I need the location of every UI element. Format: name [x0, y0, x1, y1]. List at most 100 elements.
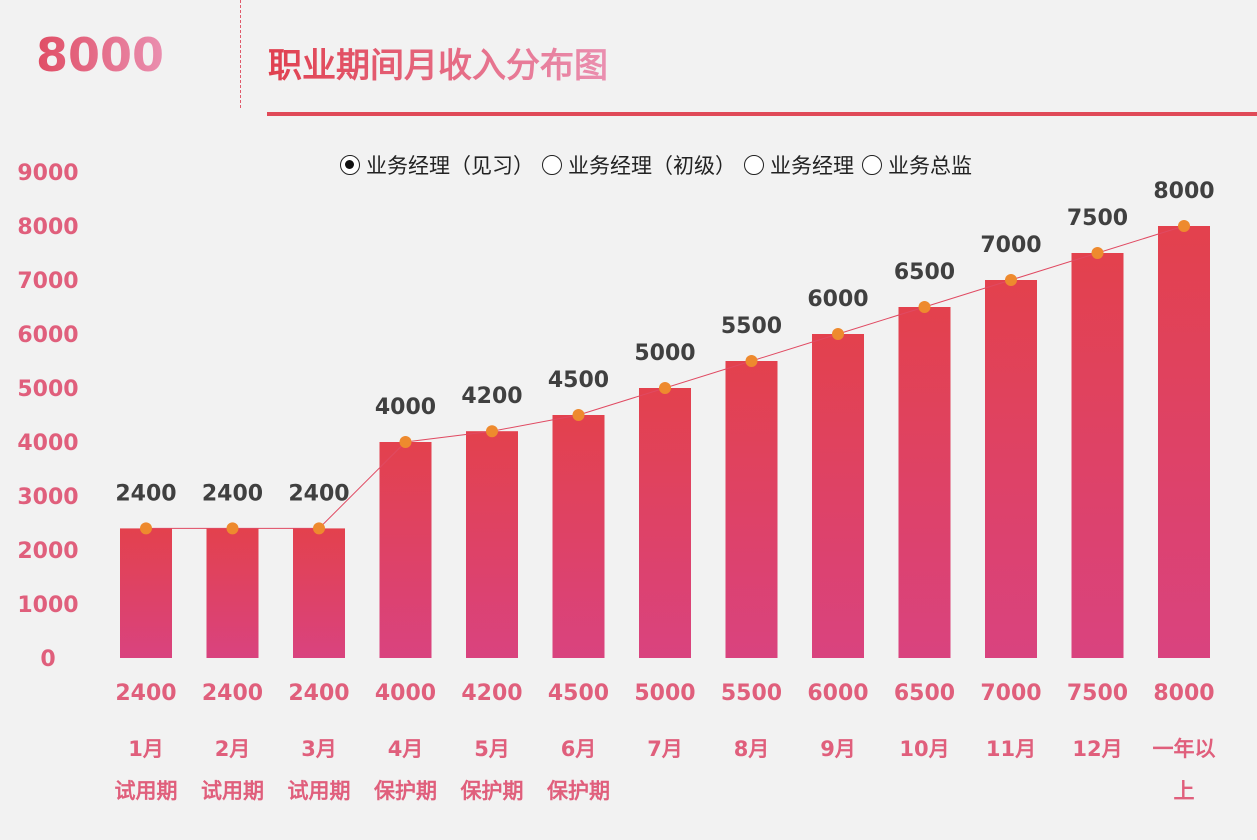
y-tick-label: 4000	[17, 431, 78, 456]
x-tick-label: 9月	[820, 737, 856, 761]
bar	[812, 334, 864, 658]
value-axis-label: 5000	[634, 681, 695, 706]
line-marker	[918, 301, 931, 313]
data-label: 2400	[202, 481, 263, 506]
x-tick-label: 7月	[647, 737, 683, 761]
data-label: 4000	[375, 395, 436, 420]
bar	[985, 280, 1037, 658]
legend-option-junior[interactable]: 业务经理（初级）	[542, 150, 736, 180]
y-tick-label: 6000	[17, 323, 78, 348]
bar	[206, 528, 259, 658]
line-marker	[1005, 274, 1017, 286]
y-tick-label: 2000	[17, 539, 78, 564]
data-label: 2400	[115, 481, 176, 506]
value-axis-label: 8000	[1153, 681, 1214, 706]
value-axis-label: 2400	[288, 681, 349, 706]
radio-icon[interactable]	[340, 155, 360, 175]
x-tick-label: 3月	[301, 737, 337, 761]
data-label: 4500	[548, 368, 609, 393]
data-label: 5500	[721, 314, 782, 339]
line-marker	[399, 436, 412, 448]
value-axis-label: 4500	[548, 681, 609, 706]
divider	[240, 0, 241, 108]
value-axis-label: 5500	[721, 681, 782, 706]
data-label: 7000	[980, 233, 1041, 258]
x-tick-label: 一年以上	[1153, 737, 1216, 803]
legend-label: 业务经理（初级）	[568, 154, 736, 178]
y-tick-label: 0	[40, 647, 55, 672]
line-marker	[745, 355, 758, 367]
bar	[466, 431, 518, 658]
x-tick-label: 2月	[215, 737, 251, 761]
bar	[379, 442, 432, 658]
phase-label: 试用期	[201, 779, 264, 803]
legend-option-manager[interactable]: 业务经理	[744, 150, 854, 180]
x-tick-label: 11月	[986, 737, 1036, 761]
data-label: 6000	[807, 287, 868, 312]
value-axis-label: 6000	[807, 681, 868, 706]
x-tick-label: 1月	[128, 737, 164, 761]
bar	[1071, 253, 1124, 658]
data-label: 8000	[1153, 179, 1214, 204]
x-tick-label: 10月	[899, 737, 949, 761]
line-marker	[226, 522, 239, 535]
y-tick-label: 5000	[17, 377, 78, 402]
line-marker	[1091, 247, 1104, 259]
value-axis-label: 7500	[1067, 681, 1128, 706]
headline-value: 8000	[36, 28, 165, 82]
y-tick-label: 3000	[17, 485, 78, 510]
line-marker	[659, 382, 671, 394]
bar	[898, 307, 951, 658]
data-label: 5000	[634, 341, 695, 366]
y-tick-label: 7000	[17, 269, 78, 294]
data-label: 7500	[1067, 206, 1128, 231]
y-tick-label: 9000	[17, 161, 78, 186]
x-tick-label: 5月	[474, 737, 510, 761]
bar	[1158, 226, 1210, 658]
line-marker	[140, 522, 152, 535]
y-tick-label: 8000	[17, 215, 78, 240]
radio-icon[interactable]	[744, 155, 764, 175]
line-marker	[832, 328, 844, 340]
value-axis-label: 7000	[980, 681, 1041, 706]
phase-label: 保护期	[546, 779, 610, 803]
line-marker	[313, 522, 325, 535]
phase-label: 试用期	[115, 779, 178, 803]
bar	[120, 528, 172, 658]
phase-label: 保护期	[373, 779, 437, 803]
y-tick-label: 1000	[17, 593, 78, 618]
data-label: 2400	[288, 481, 349, 506]
legend-label: 业务经理（见习）	[366, 154, 534, 178]
bar	[552, 415, 605, 658]
legend-label: 业务总监	[888, 154, 972, 178]
line-marker	[486, 425, 498, 438]
data-label: 6500	[894, 260, 955, 285]
value-axis-label: 2400	[115, 681, 176, 706]
x-tick-label: 8月	[734, 737, 770, 761]
legend-label: 业务经理	[770, 154, 854, 178]
line-marker	[1178, 220, 1190, 232]
phase-label: 试用期	[288, 779, 351, 803]
bar	[639, 388, 691, 658]
value-axis-label: 4200	[461, 681, 522, 706]
x-tick-label: 6月	[561, 737, 597, 761]
value-axis-label: 6500	[894, 681, 955, 706]
legend-option-director[interactable]: 业务总监	[862, 150, 972, 180]
data-label: 4200	[461, 384, 522, 409]
line-marker	[572, 409, 585, 421]
radio-icon[interactable]	[862, 155, 882, 175]
value-axis-label: 4000	[375, 681, 436, 706]
legend: 业务经理（见习） 业务经理（初级） 业务经理 业务总监	[340, 150, 972, 180]
x-tick-label: 12月	[1072, 737, 1122, 761]
title-underline	[267, 112, 1257, 116]
phase-label: 保护期	[460, 779, 524, 803]
x-tick-label: 4月	[388, 737, 424, 761]
radio-icon[interactable]	[542, 155, 562, 175]
bar	[725, 361, 778, 658]
legend-option-trainee[interactable]: 业务经理（见习）	[340, 150, 534, 180]
chart-title: 职业期间月收入分布图	[268, 38, 608, 87]
bar	[293, 528, 345, 658]
value-axis-label: 2400	[202, 681, 263, 706]
